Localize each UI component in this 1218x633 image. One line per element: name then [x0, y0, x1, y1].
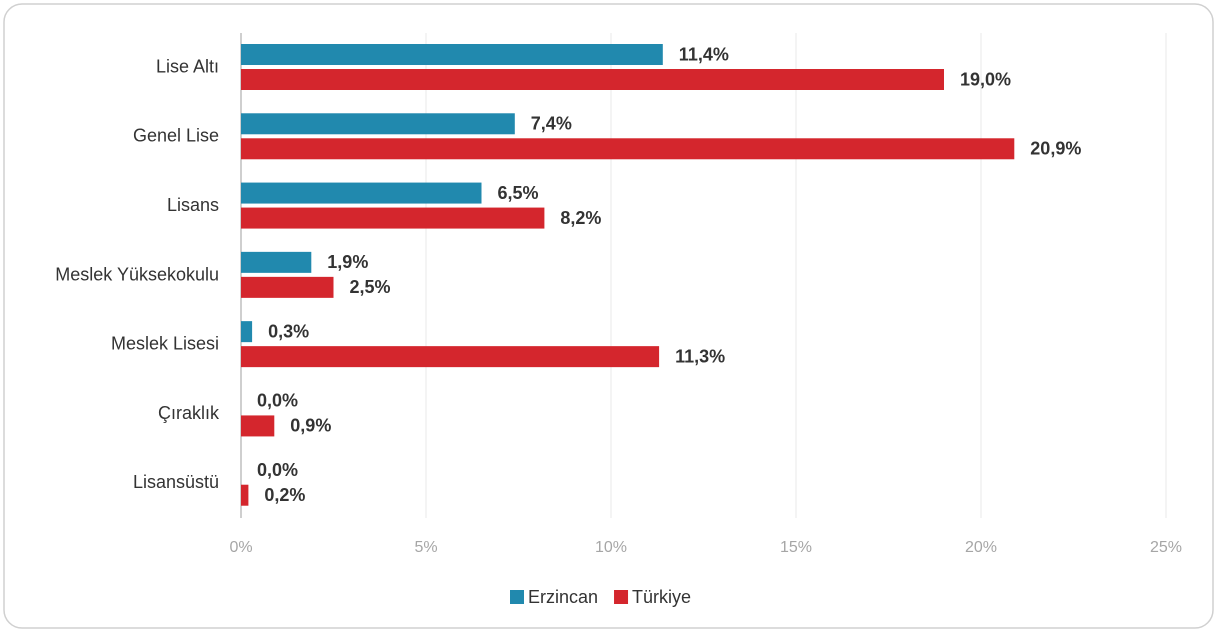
x-tick-label: 5%: [414, 539, 437, 556]
bar: [241, 44, 663, 65]
bar: [241, 276, 334, 298]
bar: [241, 346, 660, 368]
bar: [241, 182, 482, 204]
value-label: 0,0%: [257, 391, 298, 411]
y-tick-label: Meslek Lisesi: [111, 334, 219, 354]
bar: [241, 207, 545, 229]
value-label: 20,9%: [1030, 139, 1081, 159]
legend-swatch: [614, 590, 629, 604]
value-label: 8,2%: [560, 208, 601, 228]
x-tick-label: 15%: [780, 539, 812, 556]
value-label: 11,4%: [679, 44, 729, 64]
y-tick-label: Çıraklık: [158, 403, 220, 423]
bar: [241, 484, 249, 506]
bar: [241, 321, 253, 343]
bar: [241, 113, 515, 135]
x-tick-label: 0%: [229, 539, 252, 556]
y-tick-label: Lisans: [167, 195, 219, 215]
value-label: 0,9%: [290, 416, 331, 436]
bar: [241, 69, 944, 90]
legend-swatch: [510, 590, 524, 604]
chart-border: [3, 3, 1214, 629]
y-tick-label: Lisansüstü: [133, 472, 219, 492]
value-label: 2,5%: [350, 277, 391, 297]
x-tick-label: 10%: [595, 539, 627, 556]
y-tick-label: Meslek Yüksekokulu: [55, 264, 219, 284]
value-label: 19,0%: [960, 69, 1011, 89]
value-label: 6,5%: [498, 183, 539, 203]
y-tick-label: Genel Lise: [133, 126, 219, 146]
legend-label: Türkiye: [632, 587, 691, 607]
value-label: 11,3%: [675, 346, 725, 366]
value-label: 1,9%: [327, 252, 368, 272]
bar: [241, 138, 1015, 160]
bar: [241, 251, 312, 273]
bar: [241, 415, 275, 437]
y-tick-label: Lise Altı: [156, 56, 219, 76]
x-tick-label: 20%: [965, 539, 997, 556]
value-label: 0,2%: [264, 485, 305, 505]
value-label: 7,4%: [531, 114, 572, 134]
value-label: 0,0%: [257, 460, 298, 480]
legend-label: Erzincan: [528, 587, 598, 607]
x-tick-label: 25%: [1150, 539, 1182, 556]
value-label: 0,3%: [268, 321, 309, 341]
